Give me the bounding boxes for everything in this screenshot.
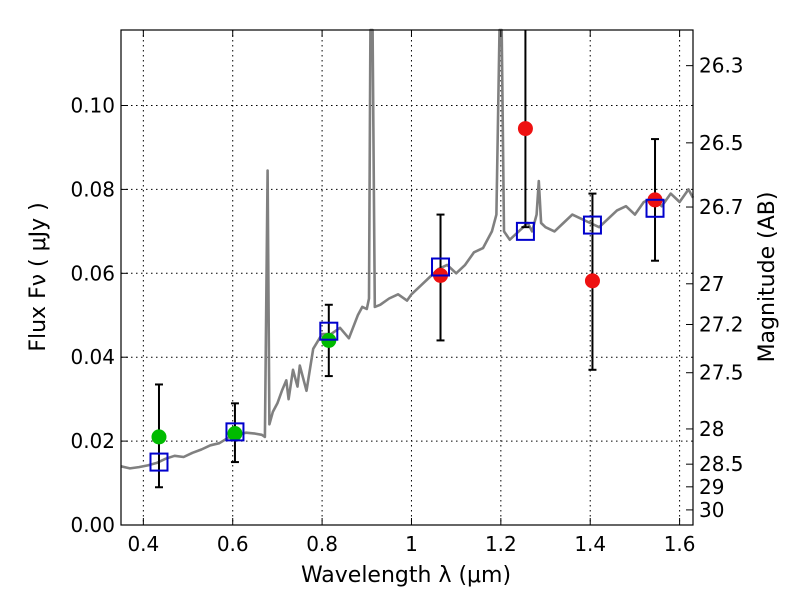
model-square	[431, 257, 451, 277]
right-axis-label: Magnitude (AB)	[755, 192, 780, 363]
right-tick-label: 30	[699, 498, 724, 522]
x-tick-label: 0.8	[306, 532, 338, 556]
right-tick-label: 26.5	[699, 131, 744, 155]
right-tick-label: 28	[699, 417, 724, 441]
right-tick-label: 29	[699, 475, 724, 499]
x-tick-label: 1.6	[664, 532, 696, 556]
red-data-point	[517, 121, 533, 137]
y-tick-label: 0.04	[70, 345, 115, 369]
y-axis-label: Flux Fν ( μJy )	[26, 202, 51, 351]
x-tick-label: 1.2	[485, 532, 517, 556]
y-tick-label: 0.10	[70, 94, 115, 118]
x-tick-label: 1	[405, 532, 418, 556]
green-data-point	[227, 426, 243, 442]
y-tick-label: 0.00	[70, 513, 115, 537]
x-tick-label: 0.6	[217, 532, 249, 556]
right-tick-label: 26.3	[699, 54, 744, 78]
model-square	[645, 198, 665, 218]
x-tick-label: 0.4	[127, 532, 159, 556]
model-square	[515, 221, 535, 241]
grid-lines	[121, 30, 693, 525]
spectrum-layer	[120, 28, 695, 470]
y-tick-label: 0.08	[70, 177, 115, 201]
spectrum-line	[120, 28, 695, 470]
plot-frame	[120, 29, 694, 526]
error-bars	[154, 30, 660, 489]
green-data-point	[151, 429, 167, 445]
red-data-point	[584, 273, 600, 289]
model-square	[149, 452, 169, 472]
model-square	[225, 422, 245, 442]
y-tick-label: 0.06	[70, 261, 115, 285]
right-tick-label: 26.7	[699, 195, 744, 219]
right-tick-label: 27	[699, 272, 724, 296]
y-tick-label: 0.02	[70, 429, 115, 453]
x-axis-label: Wavelength λ (μm)	[301, 563, 511, 588]
x-tick-label: 1.4	[574, 532, 606, 556]
right-tick-label: 27.5	[699, 361, 744, 385]
data-points	[149, 121, 665, 472]
right-tick-label: 28.5	[699, 452, 744, 476]
model-square	[582, 215, 602, 235]
model-square	[319, 321, 339, 341]
right-tick-label: 27.2	[699, 312, 744, 336]
axis-ticks: 0.4 0.6 0.8 1 1.2 1.4 1.6 0.00 0.02 0.04 0.06 0.08 0…	[70, 30, 744, 556]
